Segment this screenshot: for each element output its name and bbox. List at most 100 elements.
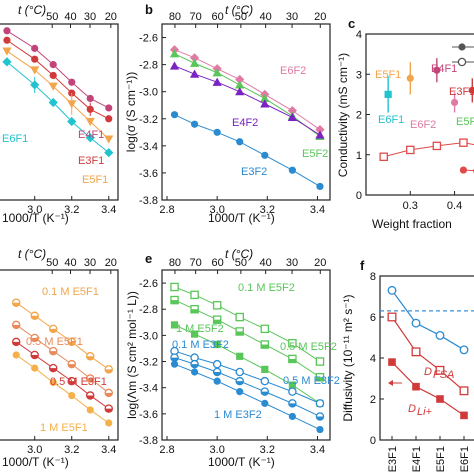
panel-e-frame [161, 269, 331, 441]
panel-d-series-2-point-5-fill [105, 408, 113, 413]
panel-c-xtick-label: 0.4 [447, 200, 462, 212]
panel-b-series-3-point-1 [190, 120, 199, 128]
panel-b-series-3-point-0 [170, 111, 179, 119]
panel-b-ytick-label: -2.6 [139, 33, 158, 45]
panel-c-series-6-point-1 [406, 145, 415, 155]
panel-b-letter: b [145, 2, 153, 17]
panel-d-series-0-point-1-fill [31, 315, 39, 320]
panel-c-series-3-point-0 [450, 98, 459, 107]
panel-c-ytick-label: 4 [356, 29, 362, 41]
panel-a-series-2-line [6, 50, 110, 140]
panel-a-series-0-point-2 [49, 61, 57, 69]
panel-e-series-3-point-6 [315, 399, 325, 408]
panel-a-series-3-point-2 [48, 97, 58, 108]
panel-e-series-4-point-2-fill [213, 372, 221, 376]
panel-b-toptick-label: 20 [314, 11, 326, 23]
panel-f-label-dfsa: D [424, 366, 432, 378]
panel-a-x-axis-label: 1000/T (K⁻¹) [2, 211, 69, 225]
panel-b-ytick-label: -2.8 [139, 60, 158, 72]
panel-b-ytick-label: -3.0 [139, 87, 158, 99]
panel-e-series-4-point-0 [170, 353, 179, 362]
panel-e-series-4-point-1 [190, 359, 199, 369]
panel-e-y-axis-label: log(Λm (S cm² mol⁻¹ L)) [125, 291, 139, 419]
panel-b-series-0-point-5 [287, 106, 297, 116]
panel-a-toptick-label: 20 [105, 11, 117, 23]
panel-e-series-1-point-2-fill [213, 319, 221, 324]
panel-e-series-4-point-3 [235, 376, 244, 386]
panel-e-series-5-point-0 [170, 360, 179, 368]
panel-e-toptick-label: 80 [169, 257, 181, 269]
panel-e-series-1-point-3 [235, 327, 244, 336]
panel-f-series-0-point-3 [459, 345, 469, 355]
panel-c-series-7-line [463, 169, 474, 172]
panel-b-series-1-point-1 [189, 58, 200, 67]
panel-d-label-0: 0.1 M E5F1 [42, 286, 99, 298]
panel-d-series-0-point-2-fill [49, 328, 57, 333]
panel-e-series-3-point-2 [212, 359, 222, 369]
panel-c-ytick-label: 0 [356, 190, 362, 202]
panel-e-series-1-point-0 [170, 295, 179, 305]
panel-f-category-label: E3F1 [387, 446, 399, 472]
panel-d-series-0-point-0 [11, 298, 21, 307]
panel-e-ytick-label: -2.6 [139, 278, 158, 290]
panel-d-series-1-point-0 [11, 320, 21, 330]
panel-b-series-3-point-5 [288, 166, 296, 174]
panel-e-series-1-point-3-fill [236, 331, 244, 336]
panel-a-series-1-point-0 [3, 36, 11, 44]
panel-f-series-0-point-1 [411, 318, 421, 328]
panel-e-series-2-point-2 [213, 340, 221, 349]
panel-b-series-2-point-5 [287, 112, 297, 122]
panel-e-series-3-point-5 [288, 387, 297, 396]
panel-e-series-2-point-1 [190, 330, 199, 338]
panel-e-series-4-point-4-fill [261, 391, 269, 396]
panel-e-label-2: 1 M E5F2 [176, 323, 224, 335]
panel-a-series-1-point-5 [105, 115, 113, 123]
panel-c-xtick-label: 0.3 [403, 200, 418, 212]
panel-e-series-4-point-6-fill [316, 416, 324, 421]
panel-e-series-4-point-5-fill [288, 403, 296, 407]
panel-e-toptick-label: 60 [211, 257, 223, 269]
panel-a-series-3-point-0 [2, 57, 12, 67]
panel-e-series-1-point-6 [315, 372, 325, 382]
panel-b-ytick-label: -3.6 [139, 168, 158, 180]
panel-d-series-2-point-1-fill [31, 355, 39, 359]
panel-e-ytick-label: -3.2 [139, 357, 158, 369]
panel-b-label-2: E4F2 [232, 117, 258, 129]
panel-a-xtick-label: 3.4 [101, 204, 116, 216]
panel-b-series-2-point-4 [260, 99, 270, 108]
panel-f-y-axis-label: Diffusivity (10⁻¹¹ m² s⁻¹) [341, 294, 355, 421]
panel-a-toptick-label: 40 [64, 11, 76, 23]
panel-e-series-1-point-6-fill [316, 377, 324, 381]
panel-e-series-4-point-4 [260, 387, 270, 396]
panel-d-xtick-label: 3.2 [64, 444, 79, 456]
panel-b-label-3: E3F2 [241, 166, 267, 178]
panel-a-label-1: E3F1 [78, 155, 104, 167]
panel-f-ytick-label: 0 [370, 435, 376, 447]
panel-e-series-3-point-3 [235, 367, 244, 377]
panel-e-series-5-point-1 [190, 368, 199, 376]
panel-e-toptick-label: 70 [190, 257, 202, 269]
panel-c-series-6-point-2 [432, 141, 442, 151]
panel-d-series-3-point-5 [105, 419, 113, 427]
panel-d-series-1-point-3 [67, 359, 76, 369]
panel-f-series-1-point-3 [459, 386, 469, 396]
panel-d-xtick-label: 3.4 [101, 444, 116, 456]
panel-e-series-2-point-0 [170, 321, 179, 329]
panel-d-top-axis-label: t (°C) [18, 247, 46, 261]
panel-b-series-2-point-1 [189, 69, 200, 78]
panel-d-x-axis-label: 1000/T (K⁻¹) [2, 455, 69, 469]
panel-b-series-2-point-2 [212, 77, 222, 86]
panel-a-series-3-point-3 [67, 116, 77, 127]
panel-d-frame [0, 269, 119, 441]
panel-d-series-2-point-3 [67, 376, 76, 386]
panel-b-series-2-point-3 [235, 87, 245, 96]
panel-e-series-0-point-5 [288, 338, 297, 348]
panel-f-series-2-line [391, 361, 465, 416]
panel-a-top-axis-label: t (°C) [18, 3, 46, 17]
panel-a-series-2-point-1 [30, 66, 40, 75]
panel-e-label-4: 0.5 M E3F2 [283, 375, 340, 387]
panel-f-label-dli: D [408, 403, 416, 415]
panel-e-top-axis-label: t (°C) [225, 247, 253, 261]
panel-b-series-3-point-4 [261, 151, 269, 159]
panel-b-frame [161, 23, 331, 201]
